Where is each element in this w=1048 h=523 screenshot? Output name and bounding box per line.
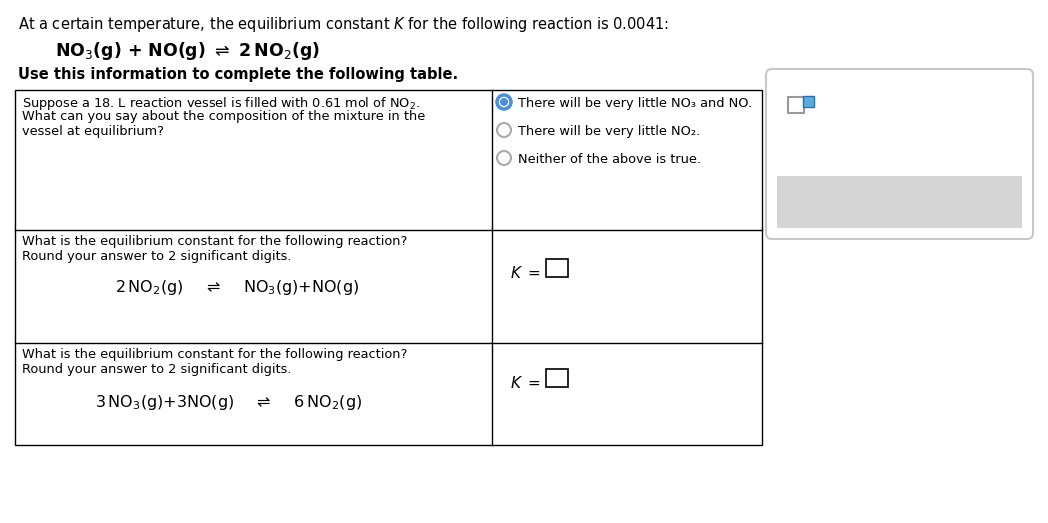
Text: ×: × bbox=[821, 190, 839, 214]
Circle shape bbox=[497, 151, 511, 165]
Text: At a certain temperature, the equilibrium constant $K$ for the following reactio: At a certain temperature, the equilibriu… bbox=[18, 15, 669, 34]
Bar bbox=[788, 97, 804, 113]
Text: vessel at equilibrium?: vessel at equilibrium? bbox=[22, 125, 163, 138]
Bar bbox=[15, 90, 762, 445]
Circle shape bbox=[497, 95, 511, 109]
Text: There will be very little NO₃ and NO.: There will be very little NO₃ and NO. bbox=[518, 97, 752, 110]
Bar bbox=[546, 369, 568, 387]
Bar bbox=[546, 259, 568, 277]
Text: There will be very little NO₂.: There will be very little NO₂. bbox=[518, 125, 700, 138]
Text: Round your answer to 2 significant digits.: Round your answer to 2 significant digit… bbox=[22, 363, 291, 376]
Text: Use this information to complete the following table.: Use this information to complete the fol… bbox=[18, 67, 458, 82]
Circle shape bbox=[500, 98, 508, 106]
Text: 3$\,$NO$_3$(g)+3NO(g)    $\rightleftharpoons$    6$\,$NO$_2$(g): 3$\,$NO$_3$(g)+3NO(g) $\rightleftharpoon… bbox=[95, 393, 363, 412]
Text: What is the equilibrium constant for the following reaction?: What is the equilibrium constant for the… bbox=[22, 235, 408, 248]
Text: NO$_3$(g) + NO(g) $\rightleftharpoons$ 2$\,$NO$_2$(g): NO$_3$(g) + NO(g) $\rightleftharpoons$ 2… bbox=[54, 40, 320, 62]
Text: $K\,$ =: $K\,$ = bbox=[510, 375, 541, 391]
Text: ↵: ↵ bbox=[892, 190, 912, 214]
Text: Suppose a 18. L reaction vessel is filled with 0.61 mol of NO$_2$.: Suppose a 18. L reaction vessel is fille… bbox=[22, 95, 420, 112]
FancyBboxPatch shape bbox=[766, 69, 1033, 239]
Bar bbox=[777, 176, 1022, 228]
Text: Neither of the above is true.: Neither of the above is true. bbox=[518, 153, 701, 166]
Text: x10: x10 bbox=[816, 97, 837, 110]
Text: What is the equilibrium constant for the following reaction?: What is the equilibrium constant for the… bbox=[22, 348, 408, 361]
Text: Round your answer to 2 significant digits.: Round your answer to 2 significant digit… bbox=[22, 250, 291, 263]
Text: What can you say about the composition of the mixture in the: What can you say about the composition o… bbox=[22, 110, 425, 123]
Text: $K\,$ =: $K\,$ = bbox=[510, 265, 541, 281]
Circle shape bbox=[497, 123, 511, 137]
Text: 2$\,$NO$_2$(g)    $\rightleftharpoons$    NO$_3$(g)+NO(g): 2$\,$NO$_2$(g) $\rightleftharpoons$ NO$_… bbox=[115, 278, 359, 297]
Text: ?: ? bbox=[970, 190, 983, 214]
Bar bbox=[803, 96, 814, 107]
